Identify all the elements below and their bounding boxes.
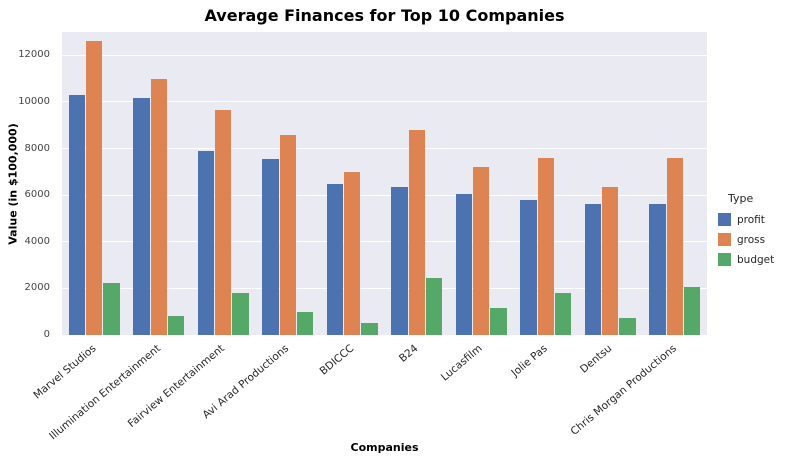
x-tick-labels: Marvel Studios Illumination Entertainment…	[31, 337, 707, 442]
bar	[344, 171, 361, 335]
bar	[602, 187, 619, 335]
bar	[68, 94, 86, 335]
bar	[666, 157, 683, 335]
y-tick-label: 0	[43, 329, 50, 340]
plot-area	[62, 32, 707, 336]
y-tick-label: 4000	[24, 235, 50, 247]
bar	[584, 204, 602, 335]
gridline	[62, 241, 707, 243]
bar	[103, 282, 120, 335]
bar	[490, 308, 507, 335]
x-tick-label: BDICCC	[317, 342, 357, 378]
bar	[150, 78, 167, 335]
x-axis-label: Companies	[350, 441, 419, 454]
legend-label-profit: profit	[737, 213, 765, 226]
x-tick-label: Jolie Pas	[509, 342, 550, 380]
bar	[326, 183, 344, 335]
gridline	[62, 287, 707, 289]
bar	[215, 110, 232, 335]
x-tick-label: Lucasfilm	[439, 342, 486, 384]
bar	[619, 317, 636, 335]
x-tick-label: Dentsu	[577, 342, 615, 376]
bar	[520, 199, 537, 335]
x-tick-label: B24	[397, 342, 421, 365]
bar	[455, 194, 473, 335]
bar	[133, 98, 150, 335]
legend-item-budget: budget	[718, 253, 804, 266]
bar	[279, 134, 296, 335]
x-tick-label: Marvel Studios	[30, 342, 99, 402]
y-tick-label: 12000	[18, 49, 50, 61]
bar	[649, 204, 666, 335]
legend-label-budget: budget	[737, 253, 775, 266]
bar	[391, 187, 408, 335]
chart-title: Average Finances for Top 10 Companies	[204, 6, 565, 25]
bar	[473, 167, 490, 335]
legend-item-profit: profit	[718, 213, 804, 226]
y-tick-label: 10000	[18, 95, 50, 107]
y-tick-label: 6000	[24, 189, 50, 201]
gridline	[62, 101, 707, 103]
y-tick-label: 2000	[24, 282, 50, 294]
y-tick-label: 8000	[24, 142, 50, 154]
bar	[537, 157, 554, 335]
bar	[296, 311, 314, 335]
bar	[197, 150, 215, 335]
bar	[425, 277, 443, 335]
gridline	[62, 334, 707, 336]
legend-swatch-gross	[718, 233, 731, 246]
bar	[86, 41, 103, 335]
legend: Type profit gross budget	[718, 192, 804, 273]
legend-swatch-budget	[718, 253, 731, 266]
bar	[408, 129, 425, 335]
bar	[554, 293, 572, 335]
gridline	[62, 148, 707, 150]
legend-item-gross: gross	[718, 233, 804, 246]
legend-swatch-profit	[718, 213, 731, 226]
gridline	[62, 54, 707, 56]
gridline	[62, 194, 707, 196]
legend-label-gross: gross	[737, 233, 766, 246]
bar	[232, 293, 249, 335]
legend-title: Type	[728, 192, 754, 205]
bar	[683, 287, 701, 335]
x-tick-label: Illumination Entertainment	[46, 342, 163, 443]
bar	[361, 323, 378, 335]
y-tick-labels: 0 2000 4000 6000 8000 10000 12000	[0, 32, 56, 340]
x-tick-label: Chris Morgan Productions	[568, 342, 679, 438]
bar	[262, 159, 279, 335]
bar	[167, 316, 185, 335]
